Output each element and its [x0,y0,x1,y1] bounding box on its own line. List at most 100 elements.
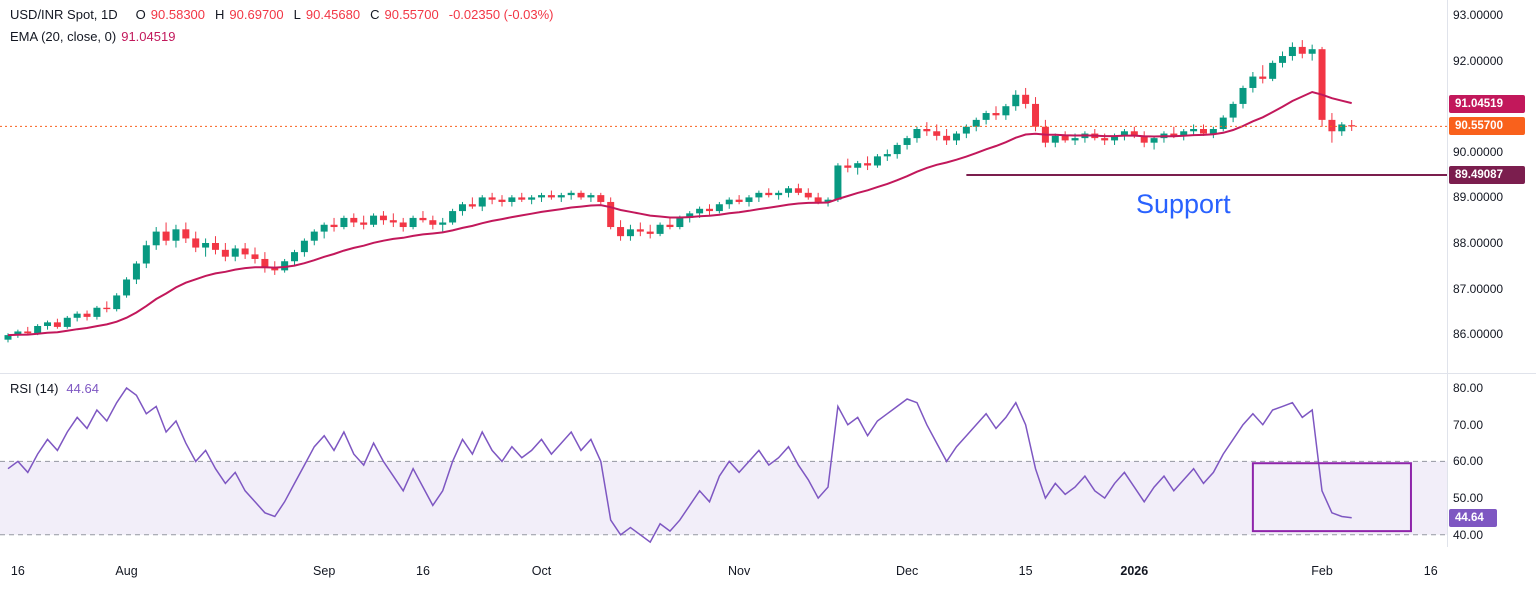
candle-body [943,135,951,141]
time-axis-tick: Dec [895,564,919,578]
candle-body [152,231,160,246]
candle-body [192,238,200,248]
candle-body [439,222,447,225]
candle-body [1308,49,1316,54]
candle-body [547,195,555,198]
rsi-axis[interactable]: 80.00 70.00 60.00 50.00 40.00 [1448,373,1536,547]
candle-body [389,220,397,223]
candle-body [1288,46,1296,57]
candle-body [854,163,862,168]
candle-body [528,197,536,200]
candle-body [765,192,773,196]
candle-body [4,335,12,340]
candle-body [1120,131,1128,136]
candle-body [735,199,743,202]
high-value: 90.69700 [229,7,284,22]
candle-body [933,131,941,136]
low-label: L [293,7,301,22]
candle-body [725,199,733,205]
price-axis[interactable]: 93.0000092.0000091.0000090.0000089.00000… [1448,0,1536,373]
ema-legend-row: EMA (20, close, 0) 91.04519 [10,29,554,45]
candle-body [44,322,52,326]
candlestick-series[interactable] [4,40,1356,343]
rsi-value-badge: 44.64 [1449,508,1497,527]
price-axis-tick: 93.00000 [1453,8,1504,22]
candle-body [83,313,91,317]
candle-body [53,322,61,327]
close-label: C [370,7,380,22]
candle-body [1032,103,1040,127]
candle-body [518,197,526,200]
candle-body [1298,46,1306,54]
rsi-band [0,461,1447,535]
candle-body [1338,124,1346,132]
price-axis-tick: 89.00000 [1453,190,1504,205]
candle-body [1140,135,1148,143]
candle-body [1170,133,1178,136]
candle-body [132,263,140,280]
candle-body [794,188,802,193]
candle-body [142,245,150,264]
time-axis-tick: Feb [1311,564,1333,578]
candle-body [379,215,387,221]
price-axis-tick: 88.00000 [1453,236,1504,250]
candle-body [488,197,496,200]
low-value: 90.45680 [305,7,361,22]
candle-body [1061,135,1069,141]
candle-body [231,248,239,257]
price-axis-tick: 92.00000 [1453,53,1504,68]
candle-body [567,192,575,196]
candle-body [903,138,911,145]
last-price-badge: 90.55700 [1449,117,1525,136]
rsi-label: RSI (14) [10,381,59,396]
time-axis-tick: 16 [1423,564,1438,578]
candle-body [557,195,565,198]
candle-body [824,199,832,202]
rsi-highlight-rect[interactable] [1251,462,1412,533]
candle-body [656,224,664,234]
candle-body [755,192,763,198]
candle-body [1219,117,1227,129]
candle-body [1002,106,1010,116]
price-axis-tick: 90.00000 [1453,144,1504,159]
time-axis-tick: Sep [313,564,336,578]
candle-body [666,224,674,228]
candle-body [962,126,970,134]
candle-body [1111,135,1119,141]
candle-body [715,204,723,212]
candle-body [1318,49,1326,120]
candle-body [498,199,506,202]
candle-body [14,331,22,336]
candle-body [271,268,279,271]
candle-body [241,248,249,255]
time-axis-tick: 15 [1018,564,1033,578]
candle-body [686,213,694,218]
candle-body [775,192,783,196]
candle-body [320,224,328,232]
candle-body [844,165,852,168]
ema-price-badge: 91.04519 [1449,95,1525,114]
candle-body [508,197,516,202]
candle-body [577,192,585,198]
candle-body [1279,56,1287,63]
candle-body [952,133,960,141]
ema-label: EMA (20, close, 0) [10,28,117,44]
candle-body [992,113,1000,116]
candle-body [24,331,32,334]
ema-line[interactable] [7,90,1352,337]
candle-body [172,229,180,241]
candle-body [607,201,615,228]
candle-body [913,129,921,139]
candle-body [419,217,427,221]
time-axis[interactable]: 16 Aug Sep 16 Oct Nov Dec 15 2026 Feb 16 [0,547,1536,591]
candle-body [251,254,259,259]
candle-body [1051,135,1059,143]
candle-body [399,222,407,228]
rsi-line[interactable] [7,386,1352,544]
time-axis-tick: 2026 [1120,564,1149,578]
support-annotation-text[interactable]: Support [1136,189,1231,219]
ema-value: 91.04519 [121,28,176,44]
candle-body [221,249,229,257]
candle-body [1269,62,1277,79]
